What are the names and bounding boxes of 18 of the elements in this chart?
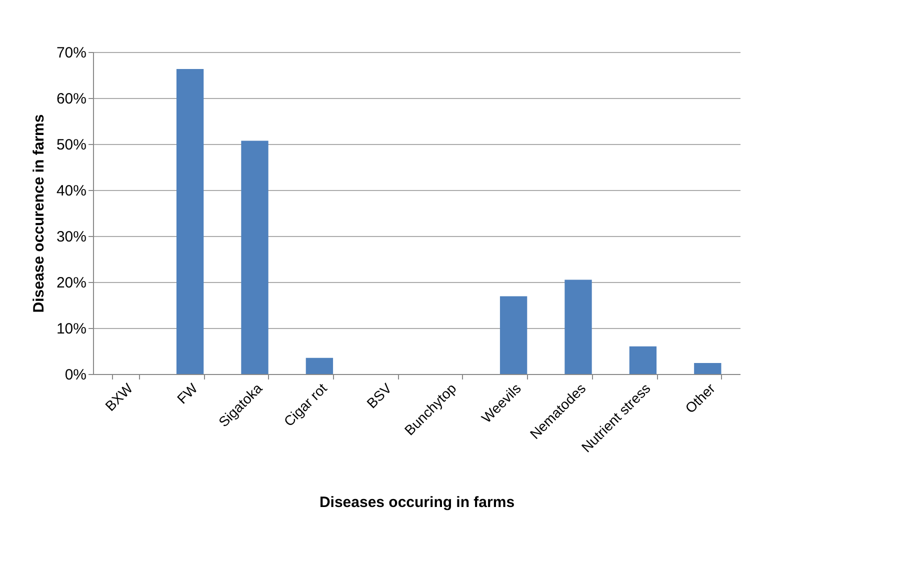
bar xyxy=(176,69,204,374)
bar xyxy=(241,140,268,374)
x-tick-label: FW xyxy=(174,380,202,407)
y-tick-label: 20% xyxy=(56,274,86,292)
bar xyxy=(629,346,657,374)
bar xyxy=(306,358,334,374)
y-tick-label: 70% xyxy=(56,44,86,62)
y-tick-label: 30% xyxy=(56,228,86,246)
y-tick-label: 0% xyxy=(64,366,86,384)
x-axis-title: Diseases occuring in farms xyxy=(319,494,515,512)
y-tick-label: 40% xyxy=(56,182,86,200)
y-tick-label: 60% xyxy=(56,90,86,108)
bar xyxy=(564,280,592,374)
y-axis-title: Disease occurence in farms xyxy=(30,114,48,313)
bar xyxy=(500,296,528,374)
y-tick-label: 50% xyxy=(56,136,86,154)
bar xyxy=(694,362,722,374)
y-tick-label: 10% xyxy=(56,320,86,338)
